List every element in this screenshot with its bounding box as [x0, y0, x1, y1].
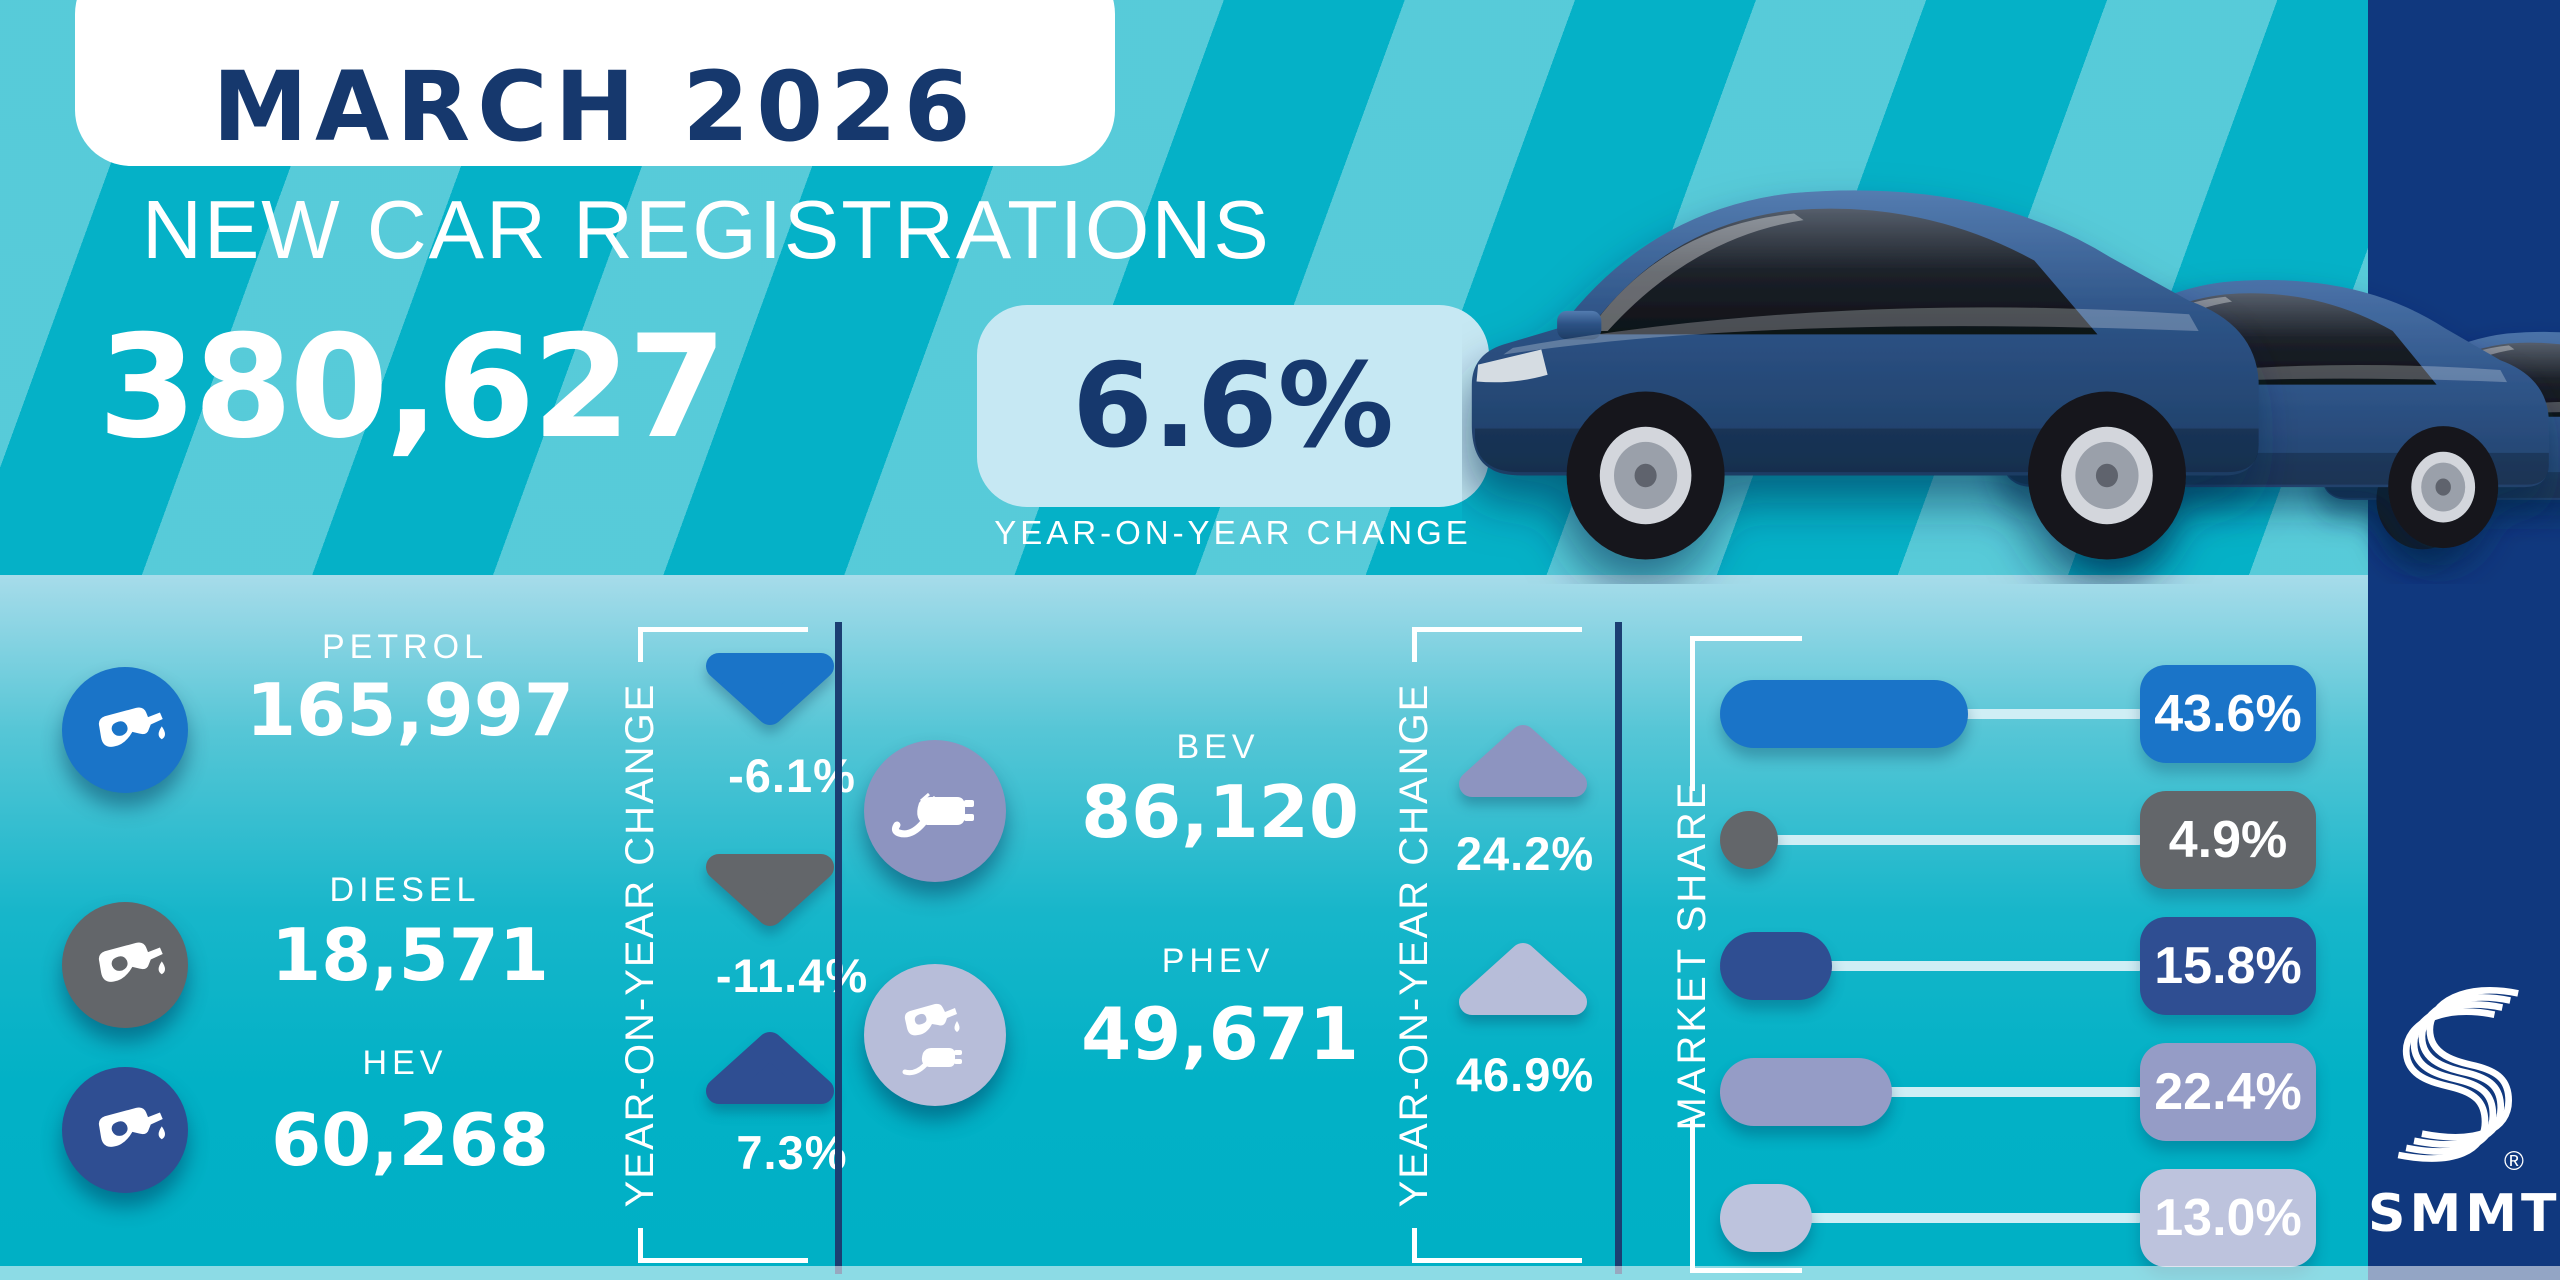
bev-value: 86,120 [1081, 770, 1359, 854]
petrol-share-value: 43.6% [2154, 685, 2302, 743]
diesel-share-pill [1720, 811, 1778, 869]
phev-label: PHEV [1161, 942, 1275, 980]
brand-side-band [2368, 0, 2560, 1280]
smmt-logo-icon [2397, 987, 2519, 1162]
petrol-share-pill [1720, 680, 1968, 748]
phev-icon-circle [864, 964, 1006, 1106]
petrol-value: 165,997 [246, 668, 574, 752]
market-share-track [1720, 1213, 2144, 1223]
petrol-change: -6.1% [728, 749, 856, 802]
diesel-label: DIESEL [329, 871, 481, 909]
phev-nozzle-plug-icon [902, 1003, 962, 1076]
diesel-share-badge: 4.9% [2140, 791, 2316, 889]
section-divider [1615, 622, 1622, 1274]
hev-share-badge: 15.8% [2140, 917, 2316, 1015]
page-title: NEW CAR REGISTRATIONS [142, 183, 1271, 276]
market-share-bracket-label: MARKET SHARE [1670, 779, 1714, 1131]
market-share-track [1720, 835, 2144, 845]
total-yoy-value: 6.6% [1072, 338, 1394, 474]
bev-icon-circle [864, 740, 1006, 882]
hev-up-arrow-icon [706, 1032, 834, 1104]
section-divider [835, 622, 842, 1274]
hev-share-value: 15.8% [2154, 937, 2302, 995]
ev-yoy-bracket [1412, 627, 1582, 1263]
diesel-value: 18,571 [271, 913, 549, 997]
bev-change: 24.2% [1455, 827, 1595, 880]
diesel-down-arrow-icon [706, 854, 834, 926]
hev-share-pill [1720, 932, 1832, 1000]
cars-illustration [1471, 190, 2560, 560]
fuel-nozzle-icon [98, 942, 166, 982]
month-label: MARCH 2026 [212, 51, 978, 163]
ev-yoy-bracket-label: YEAR-ON-YEAR CHANGE [1392, 682, 1436, 1208]
registered-trademark: ® [2504, 1146, 2524, 1176]
fuel-yoy-bracket [638, 627, 808, 1263]
petrol-down-arrow-icon [706, 653, 834, 725]
phev-value: 49,671 [1081, 992, 1359, 1076]
bev-up-arrow-icon [1459, 725, 1587, 797]
phev-share-pill [1720, 1184, 1812, 1252]
petrol-icon-circle [62, 667, 188, 793]
hev-icon-circle [62, 1067, 188, 1193]
bev-share-badge: 22.4% [2140, 1043, 2316, 1141]
phev-up-arrow-icon [1459, 943, 1587, 1015]
fuel-nozzle-icon [98, 1107, 166, 1147]
phev-share-badge: 13.0% [2140, 1169, 2316, 1267]
ev-plug-icon [891, 792, 974, 838]
stats-section-background [0, 575, 2560, 1280]
diesel-share-value: 4.9% [2168, 811, 2288, 869]
total-yoy-badge: 6.6% [977, 305, 1489, 507]
petrol-share-badge: 43.6% [2140, 665, 2316, 763]
phev-share-value: 13.0% [2154, 1189, 2302, 1247]
diesel-icon-circle [62, 902, 188, 1028]
bev-label: BEV [1176, 728, 1260, 766]
smmt-wordmark: SMMT [2368, 1184, 2560, 1244]
total-registrations: 380,627 [98, 305, 727, 470]
total-yoy-caption: YEAR-ON-YEAR CHANGE [994, 514, 1472, 551]
month-banner: MARCH 2026 [75, 0, 1115, 166]
hev-value: 60,268 [271, 1098, 549, 1182]
market-share-track [1720, 961, 2144, 971]
petrol-label: PETROL [321, 628, 489, 666]
bev-share-value: 22.4% [2154, 1063, 2302, 1121]
hev-label: HEV [362, 1044, 448, 1082]
bottom-edge-strip [0, 1266, 2560, 1280]
market-share-track [1720, 1087, 2144, 1097]
hev-change: 7.3% [736, 1126, 848, 1179]
fuel-nozzle-icon [98, 707, 166, 747]
phev-change: 46.9% [1455, 1048, 1595, 1101]
bev-share-pill [1720, 1058, 1892, 1126]
